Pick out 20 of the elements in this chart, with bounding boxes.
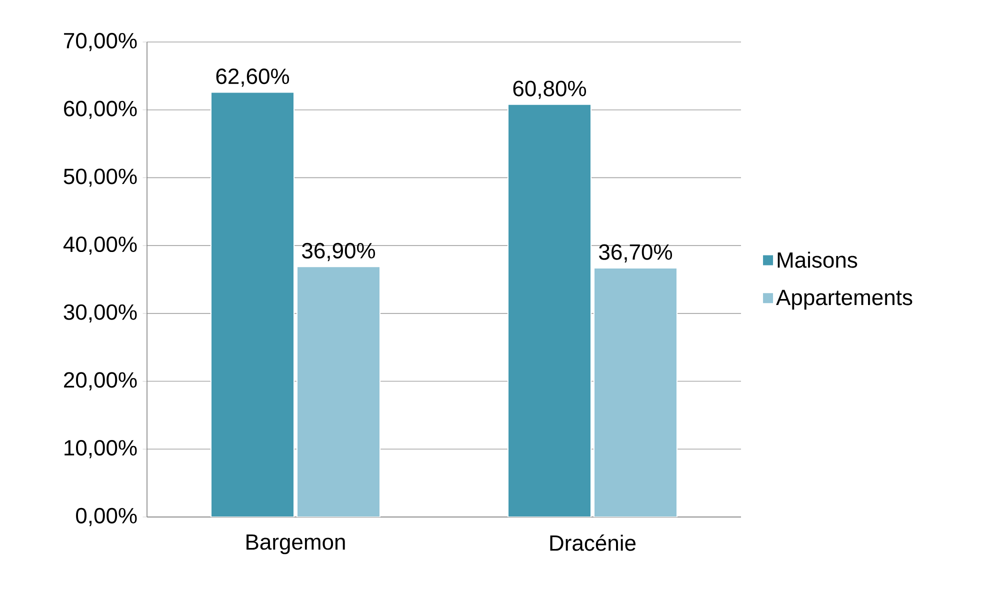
data-label: 62,60% xyxy=(216,68,290,87)
bar xyxy=(210,92,295,517)
bar xyxy=(296,266,381,517)
y-tick-label: 30,00% xyxy=(64,304,137,322)
legend-label: Maisons xyxy=(778,252,858,268)
x-tick-label: Bargemon xyxy=(246,534,345,554)
data-label: 36,70% xyxy=(599,244,672,262)
x-tick-label: Dracénie xyxy=(550,534,636,551)
bar xyxy=(508,104,592,517)
data-label: 36,90% xyxy=(302,242,376,262)
bar xyxy=(594,267,678,517)
y-tick-label: 60,00% xyxy=(64,100,137,119)
y-tick-label: 40,00% xyxy=(63,236,137,255)
y-tick-label: 70,00% xyxy=(64,32,137,52)
y-tick-label: 0,00% xyxy=(76,508,137,526)
y-tick-label: 50,00% xyxy=(64,168,137,187)
y-tick-label: 10,00% xyxy=(64,440,137,458)
legend-label: Appartements xyxy=(776,290,912,310)
data-label: 60,80% xyxy=(513,80,586,99)
y-tick-label: 20,00% xyxy=(64,372,137,390)
